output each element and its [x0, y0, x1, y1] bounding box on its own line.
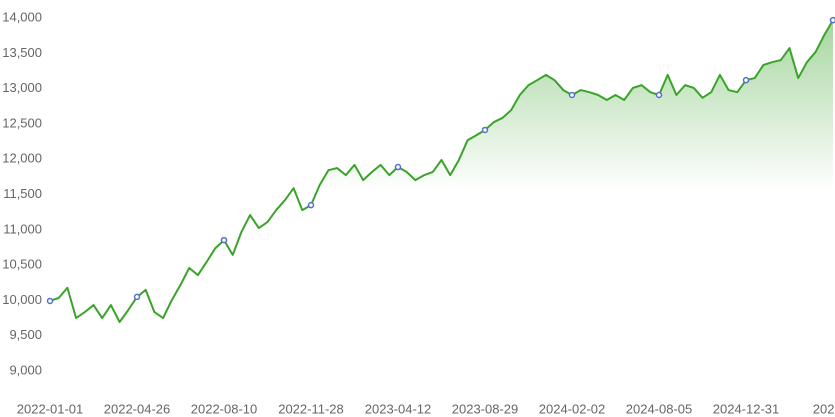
x-tick-label: 2024-02-02: [539, 401, 606, 416]
y-tick-label: 11,000: [3, 221, 42, 236]
y-tick-label: 14,000: [2, 9, 42, 24]
y-tick-label: 13,000: [2, 80, 42, 95]
marker: [307, 201, 315, 209]
y-tick-label: 12,000: [2, 151, 42, 166]
y-tick-label: 9,500: [9, 327, 42, 342]
marker: [655, 91, 663, 99]
x-tick-label: 2023-08-29: [452, 401, 519, 416]
y-tick-label: 9,000: [9, 362, 42, 377]
y-tick-label: 13,500: [2, 45, 42, 60]
area: [50, 20, 833, 401]
x-tick-label: 2024-12-31: [713, 401, 780, 416]
line: [49, 19, 834, 323]
x-tick-label: 2024-08-05: [626, 401, 693, 416]
x-tick-label: 2022-08-10: [191, 401, 258, 416]
marker: [220, 236, 228, 244]
marker: [394, 163, 402, 171]
marker: [481, 126, 489, 134]
marker: [46, 297, 54, 305]
x-tick-label: 2022-11-28: [278, 401, 344, 416]
marker: [829, 16, 835, 24]
y-tick-label: 11,500: [3, 186, 42, 201]
y-tick-label: 12,500: [2, 115, 42, 130]
marker: [742, 76, 750, 84]
y-tick-label: 10,500: [2, 257, 42, 272]
marker: [133, 293, 141, 301]
x-tick-label: 2025-0: [813, 401, 835, 416]
y-tick-label: 10,000: [2, 292, 42, 307]
marker: [568, 91, 576, 99]
x-tick-label: 2023-04-12: [365, 401, 432, 416]
x-tick-label: 2022-04-26: [104, 401, 171, 416]
x-tick-label: 2022-01-01: [17, 401, 84, 416]
